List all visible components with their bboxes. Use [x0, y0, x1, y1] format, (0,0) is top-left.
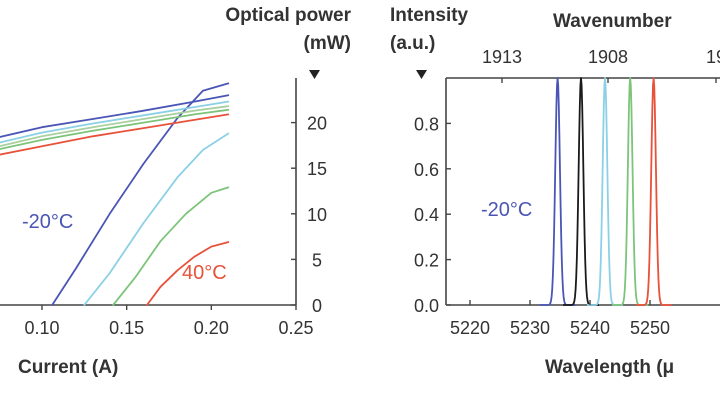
left-series-line-5	[0, 100, 230, 144]
right-series-peak-1	[562, 77, 600, 306]
left-axis-arrow-icon	[416, 70, 427, 79]
left-series-line-2	[112, 186, 230, 306]
right-ticks-group: 5220 5230 5240 5250 0.0 0.2 0.4 0.6 0.8 1913 1908 1…	[414, 47, 720, 338]
left-series-line-6	[0, 105, 230, 147]
left-series-line-0	[51, 82, 230, 306]
right-annotation-cold: -20°C	[481, 199, 532, 221]
right-series-peak-2	[586, 77, 624, 306]
top-tick-label-1: 1908	[588, 47, 628, 67]
right-series-group	[539, 77, 672, 306]
left-x-axis-label: Current (A)	[18, 357, 118, 378]
top-tick-label-0: 1913	[482, 47, 522, 67]
right-y-tick-label-4: 0.8	[414, 114, 439, 134]
top-tick-label-2: 19	[706, 47, 720, 67]
left-annotation-cold: -20°C	[22, 211, 73, 233]
left-series-group	[0, 82, 230, 306]
left-series-line-1	[83, 132, 230, 306]
left-annotation-hot: 40°C	[182, 262, 227, 284]
right-y-tick-label-0: 0.0	[414, 296, 439, 316]
spectrum-chart: 5220 5230 5240 5250 0.0 0.2 0.4 0.6 0.8 1913 1908 1…	[390, 5, 720, 378]
left-x-tick-label-2: 0.20	[194, 318, 229, 338]
left-y-tick-label-4: 20	[307, 114, 327, 134]
left-y-tick-label-1: 5	[312, 250, 322, 270]
right-x-tick-label-3: 5250	[630, 318, 670, 338]
left-x-tick-label-1: 0.15	[109, 318, 144, 338]
power-current-chart: 0.10 0.15 0.20 0.250 5 10 15 20 Optical power (…	[0, 5, 352, 378]
top-axis-label: Wavenumber	[553, 11, 672, 32]
right-axis-title-line2: (a.u.)	[390, 33, 435, 54]
right-plot-frame	[416, 70, 720, 306]
left-ticks-group: 0.10 0.15 0.20 0.250 5 10 15 20	[24, 114, 327, 338]
right-y-tick-label-3: 0.6	[414, 160, 439, 180]
left-x-tick-label-3: 0.25	[278, 318, 313, 338]
left-series-line-4	[0, 94, 230, 138]
right-x-tick-label-2: 5240	[570, 318, 610, 338]
left-axis-title-line1: Optical power	[225, 5, 351, 26]
left-y-tick-label-3: 15	[307, 159, 327, 179]
right-y-tick-label-1: 0.2	[414, 251, 439, 271]
left-axis-title-line2: (mW)	[304, 33, 351, 54]
right-axis-arrow-icon	[309, 70, 320, 79]
right-x-axis-label: Wavelength (μ	[545, 357, 674, 378]
left-y-tick-label-2: 10	[307, 205, 327, 225]
left-plot-frame	[0, 70, 320, 306]
left-series-line-3	[146, 241, 230, 306]
right-y-tick-label-2: 0.4	[414, 205, 439, 225]
right-axis-title-line1: Intensity	[390, 5, 469, 26]
right-series-peak-0	[539, 77, 576, 306]
right-series-peak-3	[611, 77, 649, 306]
right-series-peak-4	[635, 77, 672, 306]
left-x-tick-label-0: 0.10	[24, 318, 59, 338]
left-series-line-7	[0, 108, 230, 150]
left-series-line-8	[0, 113, 230, 156]
right-x-tick-label-1: 5230	[510, 318, 550, 338]
right-x-tick-label-0: 5220	[450, 318, 490, 338]
left-y-tick-label-0: 0	[312, 296, 322, 316]
